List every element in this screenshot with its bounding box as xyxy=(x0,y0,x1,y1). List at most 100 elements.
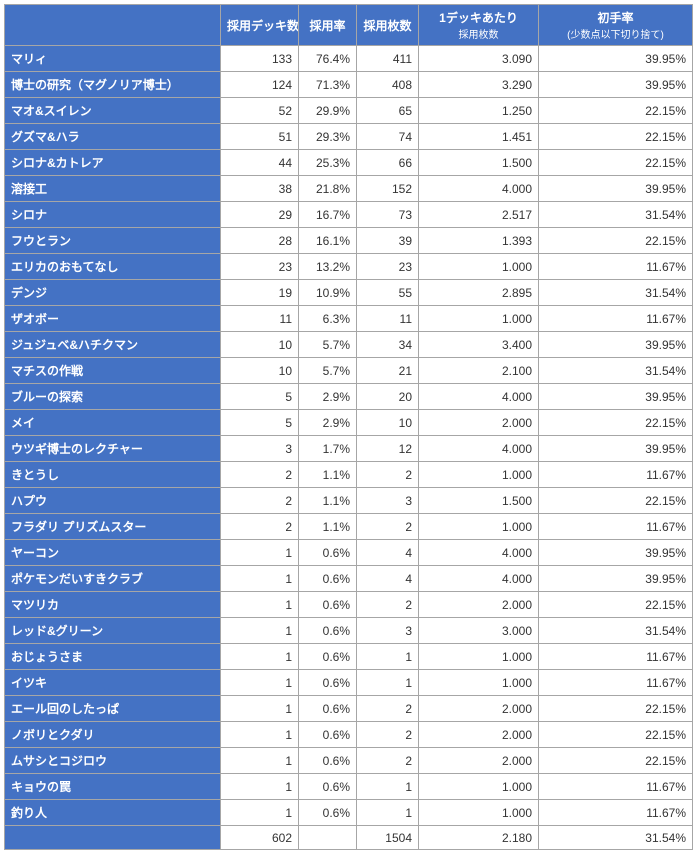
row-cell-rate: 1.1% xyxy=(299,488,357,514)
table-row: レッド&グリーン10.6%33.00031.54% xyxy=(5,618,693,644)
row-cell-deck_count: 1 xyxy=(221,644,299,670)
row-cell-deck_count: 10 xyxy=(221,358,299,384)
table-row: 釣り人10.6%11.00011.67% xyxy=(5,800,693,826)
row-cell-deck_count: 51 xyxy=(221,124,299,150)
row-cell-copies: 73 xyxy=(357,202,419,228)
total-deck-count: 602 xyxy=(221,826,299,850)
table-row: メイ52.9%102.00022.15% xyxy=(5,410,693,436)
header-rate: 採用率 xyxy=(299,5,357,46)
row-cell-open_rate: 31.54% xyxy=(539,358,693,384)
total-open-rate: 31.54% xyxy=(539,826,693,850)
table-row: フウとラン2816.1%391.39322.15% xyxy=(5,228,693,254)
row-cell-rate: 0.6% xyxy=(299,774,357,800)
total-per-deck: 2.180 xyxy=(419,826,539,850)
row-cell-per_deck: 4.000 xyxy=(419,540,539,566)
row-name: ヤーコン xyxy=(5,540,221,566)
row-name: 溶接工 xyxy=(5,176,221,202)
row-cell-rate: 2.9% xyxy=(299,384,357,410)
row-cell-open_rate: 11.67% xyxy=(539,254,693,280)
row-cell-per_deck: 1.393 xyxy=(419,228,539,254)
row-cell-copies: 55 xyxy=(357,280,419,306)
row-cell-per_deck: 3.290 xyxy=(419,72,539,98)
row-cell-deck_count: 5 xyxy=(221,384,299,410)
table-row: マツリカ10.6%22.00022.15% xyxy=(5,592,693,618)
row-name: ノボリとクダリ xyxy=(5,722,221,748)
header-per-deck: 1デッキあたり 採用枚数 xyxy=(419,5,539,46)
row-cell-open_rate: 22.15% xyxy=(539,124,693,150)
row-cell-per_deck: 1.250 xyxy=(419,98,539,124)
row-cell-open_rate: 31.54% xyxy=(539,280,693,306)
row-cell-copies: 65 xyxy=(357,98,419,124)
table-row: おじょうさま10.6%11.00011.67% xyxy=(5,644,693,670)
row-cell-open_rate: 22.15% xyxy=(539,722,693,748)
row-name: グズマ&ハラ xyxy=(5,124,221,150)
row-name: ハプウ xyxy=(5,488,221,514)
row-cell-per_deck: 4.000 xyxy=(419,436,539,462)
row-cell-per_deck: 4.000 xyxy=(419,566,539,592)
stats-table: 採用デッキ数 採用率 採用枚数 1デッキあたり 採用枚数 初手率 (少数点以下切… xyxy=(4,4,693,850)
row-cell-deck_count: 1 xyxy=(221,722,299,748)
table-row: エリカのおもてなし2313.2%231.00011.67% xyxy=(5,254,693,280)
row-cell-per_deck: 1.000 xyxy=(419,462,539,488)
row-cell-open_rate: 39.95% xyxy=(539,176,693,202)
row-cell-rate: 0.6% xyxy=(299,748,357,774)
row-name: ブルーの探索 xyxy=(5,384,221,410)
row-cell-copies: 74 xyxy=(357,124,419,150)
row-cell-deck_count: 28 xyxy=(221,228,299,254)
row-cell-rate: 76.4% xyxy=(299,46,357,72)
row-cell-open_rate: 22.15% xyxy=(539,228,693,254)
row-cell-open_rate: 11.67% xyxy=(539,306,693,332)
row-cell-per_deck: 3.090 xyxy=(419,46,539,72)
table-row: きとうし21.1%21.00011.67% xyxy=(5,462,693,488)
row-cell-deck_count: 19 xyxy=(221,280,299,306)
row-cell-rate: 0.6% xyxy=(299,540,357,566)
row-cell-copies: 11 xyxy=(357,306,419,332)
row-cell-per_deck: 2.000 xyxy=(419,748,539,774)
header-open-rate: 初手率 (少数点以下切り捨て) xyxy=(539,5,693,46)
row-cell-copies: 2 xyxy=(357,748,419,774)
row-cell-copies: 3 xyxy=(357,488,419,514)
row-cell-per_deck: 1.000 xyxy=(419,514,539,540)
row-cell-per_deck: 3.400 xyxy=(419,332,539,358)
row-cell-deck_count: 29 xyxy=(221,202,299,228)
row-cell-copies: 20 xyxy=(357,384,419,410)
row-cell-deck_count: 1 xyxy=(221,800,299,826)
table-row: 溶接工3821.8%1524.00039.95% xyxy=(5,176,693,202)
row-name: エール回のしたっぱ xyxy=(5,696,221,722)
row-name: ジュジュベ&ハチクマン xyxy=(5,332,221,358)
row-cell-open_rate: 11.67% xyxy=(539,670,693,696)
row-cell-deck_count: 1 xyxy=(221,670,299,696)
row-cell-open_rate: 39.95% xyxy=(539,436,693,462)
row-cell-open_rate: 11.67% xyxy=(539,462,693,488)
row-name: 博士の研究（マグノリア博士） xyxy=(5,72,221,98)
row-cell-per_deck: 2.000 xyxy=(419,722,539,748)
table-row: ムサシとコジロウ10.6%22.00022.15% xyxy=(5,748,693,774)
row-name: きとうし xyxy=(5,462,221,488)
row-cell-deck_count: 133 xyxy=(221,46,299,72)
row-cell-open_rate: 22.15% xyxy=(539,150,693,176)
header-open-rate-sub: (少数点以下切り捨て) xyxy=(545,26,686,41)
row-cell-copies: 23 xyxy=(357,254,419,280)
row-cell-deck_count: 1 xyxy=(221,566,299,592)
row-cell-copies: 1 xyxy=(357,800,419,826)
total-name xyxy=(5,826,221,850)
row-name: レッド&グリーン xyxy=(5,618,221,644)
row-cell-copies: 12 xyxy=(357,436,419,462)
table-body: マリィ13376.4%4113.09039.95%博士の研究（マグノリア博士）1… xyxy=(5,46,693,826)
row-cell-rate: 5.7% xyxy=(299,332,357,358)
row-cell-copies: 39 xyxy=(357,228,419,254)
row-name: フラダリ プリズムスター xyxy=(5,514,221,540)
row-cell-rate: 10.9% xyxy=(299,280,357,306)
row-name: メイ xyxy=(5,410,221,436)
table-row: ウツギ博士のレクチャー31.7%124.00039.95% xyxy=(5,436,693,462)
row-cell-per_deck: 1.000 xyxy=(419,670,539,696)
row-cell-open_rate: 39.95% xyxy=(539,332,693,358)
row-cell-copies: 2 xyxy=(357,514,419,540)
row-cell-rate: 21.8% xyxy=(299,176,357,202)
table-row: ブルーの探索52.9%204.00039.95% xyxy=(5,384,693,410)
row-cell-open_rate: 22.15% xyxy=(539,410,693,436)
row-cell-per_deck: 2.100 xyxy=(419,358,539,384)
table-row: デンジ1910.9%552.89531.54% xyxy=(5,280,693,306)
row-cell-rate: 29.9% xyxy=(299,98,357,124)
row-cell-deck_count: 1 xyxy=(221,696,299,722)
